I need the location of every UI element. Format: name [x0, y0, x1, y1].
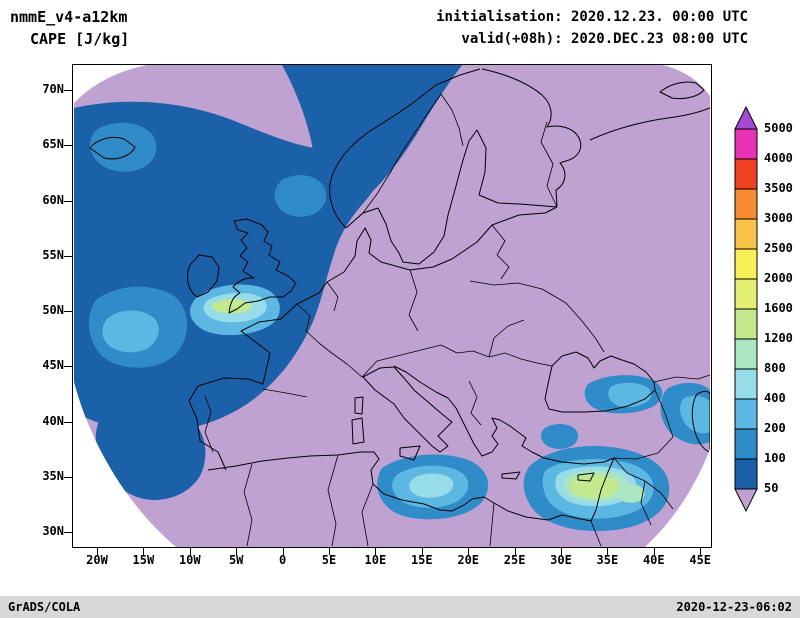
colorbar-level-label: 2000	[764, 271, 793, 285]
lat-label: 60N	[42, 192, 64, 207]
lat-label: 45N	[42, 358, 64, 373]
lat-tick	[64, 90, 72, 91]
colorbar-bottom-arrow	[734, 488, 758, 513]
colorbar-level-label: 3000	[764, 211, 793, 225]
colorbar-top-arrow	[734, 105, 758, 130]
colorbar-level-label: 100	[764, 451, 786, 465]
colorbar-scale	[734, 105, 758, 513]
colorbar-level-label: 800	[764, 361, 786, 375]
map-body	[74, 65, 710, 547]
colorbar-segment	[734, 218, 758, 250]
lon-label: 10E	[364, 553, 387, 567]
valid-time-label: valid(+08h): 2020.DEC.23 08:00 UTC	[461, 31, 748, 47]
lon-label: 0	[278, 553, 287, 567]
lon-tick	[607, 548, 609, 555]
lon-label: 45E	[689, 553, 712, 567]
grads-credit: GrADS/COLA	[8, 600, 81, 614]
colorbar-level-label: 2500	[764, 241, 793, 255]
lon-tick	[143, 548, 145, 555]
lat-label: 70N	[42, 82, 64, 96]
lon-label: 20E	[457, 553, 480, 567]
footer-bar: GrADS/COLA 2020-12-23-06:02	[0, 596, 800, 618]
colorbar-segment	[734, 368, 758, 400]
colorbar-level-label: 1600	[764, 301, 793, 315]
model-title: nmmE_v4-a12km	[10, 8, 128, 26]
lat-label: 30N	[42, 524, 64, 538]
colorbar-level-label: 50	[764, 481, 779, 495]
colorbar	[733, 105, 759, 513]
lon-label: 15E	[410, 553, 433, 567]
colorbar-level-label: 200	[764, 421, 786, 435]
colorbar-level-label: 1200	[764, 331, 793, 345]
lon-tick	[189, 548, 191, 555]
colorbar-segment	[734, 158, 758, 190]
colorbar-segment	[734, 248, 758, 280]
lat-tick	[64, 421, 72, 423]
colorbar-level-label: 4000	[764, 151, 793, 165]
colorbar-segment	[734, 188, 758, 220]
lat-tick	[64, 145, 72, 147]
colorbar-segment	[734, 308, 758, 340]
colorbar-segment	[734, 128, 758, 160]
lon-tick	[97, 548, 98, 555]
lat-label: 65N	[42, 137, 64, 152]
lon-label: 25E	[503, 553, 526, 567]
lat-tick	[64, 255, 72, 257]
cape-fill-50-100	[74, 65, 462, 500]
lon-tick	[375, 548, 377, 555]
colorbar-segment	[734, 398, 758, 430]
lon-label: 10W	[178, 553, 201, 567]
lon-tick	[700, 548, 702, 555]
init-time-label: initialisation: 2020.12.23. 00:00 UTC	[436, 9, 748, 25]
lon-label: 40E	[642, 553, 665, 567]
lon-label: 20W	[86, 553, 108, 567]
lon-tick	[421, 548, 423, 555]
lon-label: 15W	[132, 553, 155, 567]
lon-tick	[561, 548, 562, 555]
lat-label: 50N	[42, 303, 64, 317]
lat-label: 40N	[42, 413, 64, 428]
colorbar-level-label: 400	[764, 391, 786, 405]
lat-label: 55N	[42, 247, 64, 262]
colorbar-level-label: 3500	[764, 181, 793, 195]
map-frame	[72, 64, 712, 548]
lon-tick	[514, 548, 516, 555]
cape-fill-100-200	[88, 122, 710, 532]
colorbar-segment	[734, 278, 758, 310]
lon-label: 5W	[228, 553, 244, 567]
lon-tick	[236, 548, 238, 555]
run-info-block: initialisation: 2020.12.23. 00:00 UTC va…	[436, 6, 748, 50]
lon-label: 35E	[596, 553, 619, 567]
colorbar-segment	[734, 338, 758, 370]
colorbar-segment	[734, 428, 758, 460]
field-title: CAPE [J/kg]	[30, 30, 130, 48]
lon-label: 5E	[321, 553, 337, 567]
lat-tick	[64, 476, 72, 478]
colorbar-segment	[734, 458, 758, 490]
lat-tick	[64, 200, 72, 202]
title-block: nmmE_v4-a12km CAPE [J/kg]	[10, 6, 129, 50]
cape-fill-200-400	[102, 284, 710, 519]
lat-tick	[64, 311, 72, 312]
lat-label: 35N	[42, 468, 64, 483]
colorbar-level-label: 5000	[764, 121, 793, 135]
lon-tick	[329, 548, 330, 555]
lon-label: 30E	[550, 553, 572, 567]
lat-tick	[64, 366, 72, 368]
creation-timestamp: 2020-12-23-06:02	[676, 600, 792, 614]
lon-tick	[468, 548, 470, 555]
lon-tick	[282, 548, 284, 555]
country-borders	[204, 93, 710, 547]
lat-tick	[64, 532, 72, 533]
lon-tick	[653, 548, 655, 555]
